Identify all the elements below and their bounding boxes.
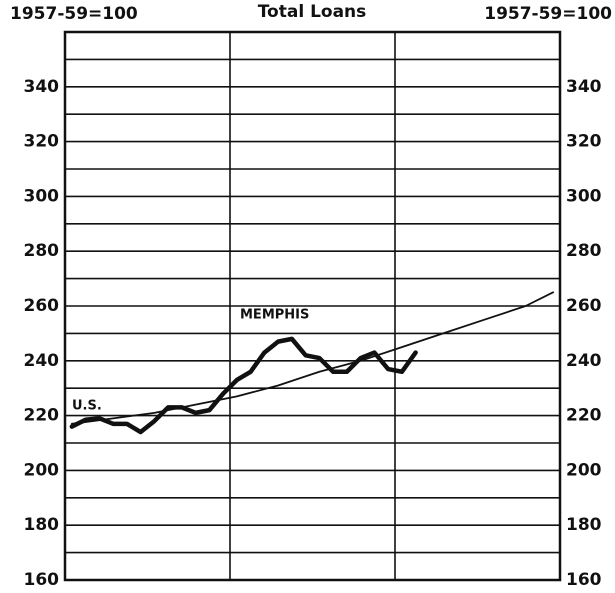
y-tick-label: 320 (24, 132, 60, 152)
series-line (69, 336, 418, 435)
y-tick-label-right: 340 (566, 77, 602, 97)
y-tick-label-right: 240 (566, 351, 602, 371)
series-label: U.S. (72, 398, 102, 413)
y-tick-label: 180 (24, 515, 60, 535)
y-tick-label: 340 (24, 77, 60, 97)
y-tick-label-right: 300 (566, 186, 602, 206)
y-tick-label: 160 (24, 570, 60, 590)
series-label: MEMPHIS (240, 307, 309, 322)
y-tick-label-right: 260 (566, 296, 602, 316)
chart-title: Total Loans (258, 2, 367, 22)
y-tick-label-right: 320 (566, 132, 602, 152)
y-tick-label: 260 (24, 296, 60, 316)
y-tick-label: 200 (24, 460, 60, 480)
series-line (70, 291, 555, 425)
y-tick-label: 220 (24, 406, 60, 426)
y-tick-label-right: 180 (566, 515, 602, 535)
y-axis-label-left: 1957-59=100 (10, 4, 138, 24)
y-tick-label: 300 (24, 186, 60, 206)
y-tick-label-right: 220 (566, 406, 602, 426)
y-tick-label: 280 (24, 241, 60, 261)
y-tick-label-right: 160 (566, 570, 602, 590)
y-axis-label-right: 1957-59=100 (484, 4, 612, 24)
y-tick-label-right: 200 (566, 460, 602, 480)
y-tick-label-right: 280 (566, 241, 602, 261)
y-tick-label: 240 (24, 351, 60, 371)
